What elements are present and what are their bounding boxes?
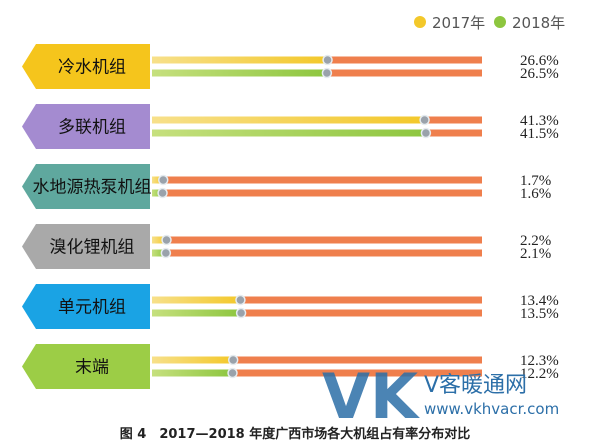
watermark-url: www.vkhvacr.com — [424, 400, 559, 418]
bar-end-marker — [160, 247, 172, 259]
legend-swatch-2017 — [414, 16, 426, 28]
value-label: 1.7% — [520, 173, 551, 189]
bar-end-marker — [157, 174, 169, 186]
bar-track — [152, 236, 482, 244]
value-label: 26.5% — [520, 66, 559, 82]
bar-track — [152, 356, 482, 364]
category-label: 单元机组 — [58, 298, 126, 318]
bar-2018 — [152, 249, 166, 257]
category-label: 溴化锂机组 — [50, 238, 135, 258]
value-label: 13.5% — [520, 306, 559, 322]
legend-label-2018: 2018年 — [512, 14, 565, 32]
category-tab — [22, 44, 150, 89]
legend: 2017年 2018年 — [414, 14, 565, 32]
value-label: 1.6% — [520, 186, 551, 202]
bar-track — [152, 176, 482, 184]
category-tab — [22, 104, 150, 149]
category-label: 水地源热泵机组 — [33, 178, 152, 198]
value-label: 26.6% — [520, 53, 559, 69]
bar-2017 — [152, 296, 241, 304]
value-label: 13.4% — [520, 293, 559, 309]
bar-end-marker — [227, 367, 238, 379]
bar-2017 — [152, 356, 234, 364]
bar-2018 — [152, 189, 163, 197]
bar-end-marker — [420, 127, 432, 139]
bar-end-marker — [235, 294, 246, 306]
watermark: VK V客暖通网 www.vkhvacr.com — [322, 360, 559, 433]
bar-2017 — [152, 116, 425, 124]
category-tab — [22, 284, 150, 329]
value-label: 2.1% — [520, 246, 551, 262]
bar-end-marker — [322, 54, 333, 66]
bar-end-marker — [161, 234, 172, 246]
value-label: 41.5% — [520, 126, 559, 142]
chart-rows: 冷水机组 26.6%26.5%多联机组 41.3%41.5%水地源热泵机组 1.7%1… — [22, 44, 559, 389]
bar-2017 — [152, 56, 328, 64]
bar-track — [152, 296, 482, 304]
bar-end-marker — [321, 67, 333, 79]
bar-track — [152, 189, 482, 197]
bar-track — [152, 249, 482, 257]
value-label: 12.3% — [520, 353, 559, 369]
legend-label-2017: 2017年 — [432, 14, 485, 32]
category-label: 冷水机组 — [58, 58, 126, 78]
bar-end-marker — [235, 307, 247, 319]
value-label: 12.2% — [520, 366, 559, 382]
category-tab — [22, 224, 150, 269]
legend-swatch-2018 — [494, 16, 506, 28]
bar-end-marker — [419, 114, 430, 126]
category-label: 末端 — [75, 358, 109, 378]
value-label: 2.2% — [520, 233, 551, 249]
bar-2017 — [152, 236, 167, 244]
watermark-name: V客暖通网 — [424, 373, 527, 398]
bar-track — [152, 369, 482, 377]
bar-2018 — [152, 69, 327, 77]
value-label: 41.3% — [520, 113, 559, 129]
bar-2018 — [152, 129, 426, 137]
bar-2018 — [152, 369, 233, 377]
watermark-logo: VK — [322, 360, 420, 433]
bar-2017 — [152, 176, 164, 184]
figure-caption: 图 4 2017—2018 年度广西市场各大机组占有率分布对比 — [120, 426, 470, 442]
category-label: 多联机组 — [58, 118, 126, 138]
category-tab — [22, 344, 150, 389]
bar-track — [152, 309, 482, 317]
category-tab — [22, 164, 150, 209]
bar-end-marker — [157, 187, 168, 199]
bar-end-marker — [227, 354, 239, 366]
bar-2018 — [152, 309, 242, 317]
